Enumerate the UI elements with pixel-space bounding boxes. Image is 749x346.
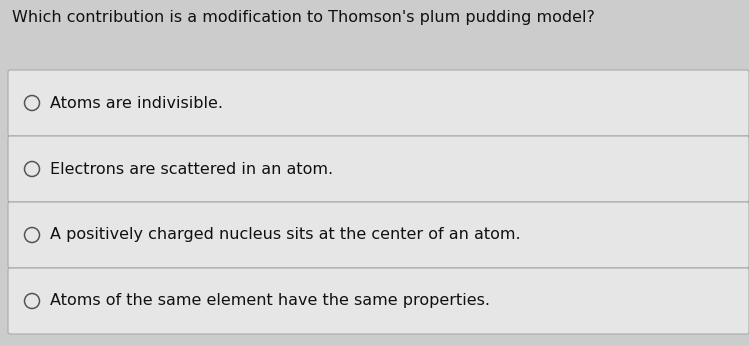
Text: Which contribution is a modification to Thomson's plum pudding model?: Which contribution is a modification to … xyxy=(12,10,595,25)
Text: Atoms are indivisible.: Atoms are indivisible. xyxy=(50,95,223,110)
Text: Atoms of the same element have the same properties.: Atoms of the same element have the same … xyxy=(50,293,490,309)
FancyBboxPatch shape xyxy=(8,202,749,268)
Text: Electrons are scattered in an atom.: Electrons are scattered in an atom. xyxy=(50,162,333,176)
FancyBboxPatch shape xyxy=(8,70,749,136)
FancyBboxPatch shape xyxy=(8,268,749,334)
Text: A positively charged nucleus sits at the center of an atom.: A positively charged nucleus sits at the… xyxy=(50,228,521,243)
FancyBboxPatch shape xyxy=(8,136,749,202)
